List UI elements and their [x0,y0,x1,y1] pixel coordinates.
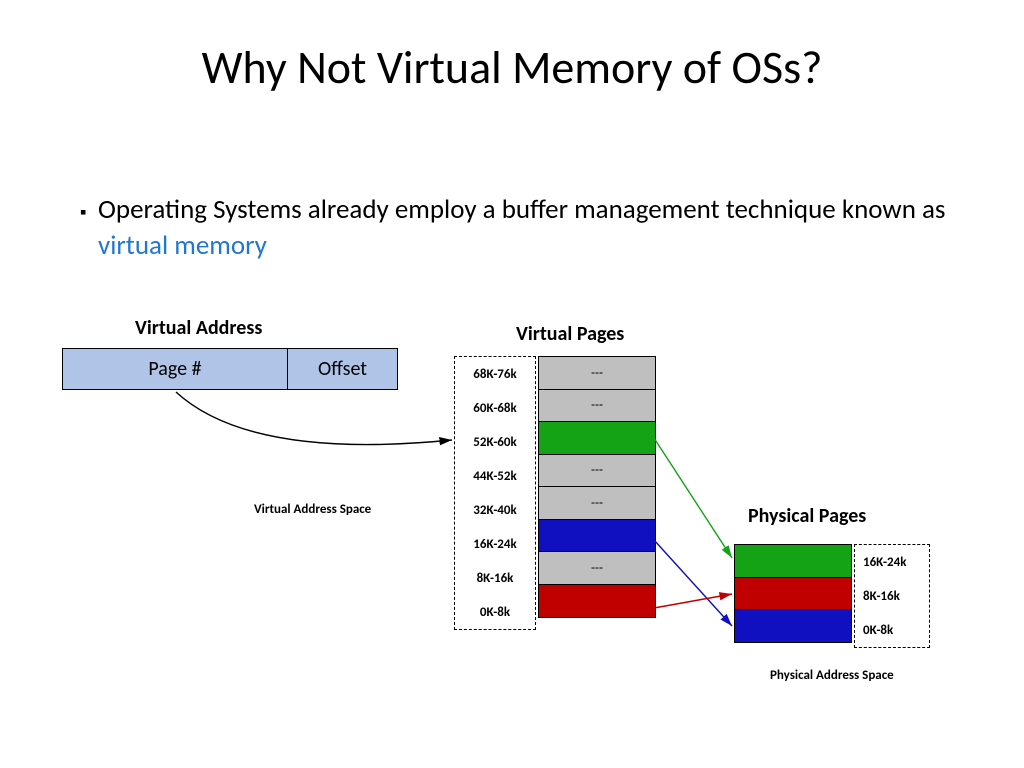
vp-row-label: 68K-76k [455,357,535,391]
slide-title: Why Not Virtual Memory of OSs? [0,40,1024,96]
vp-row-label: 44K-52k [455,459,535,493]
arrow-page-to-vp [176,392,452,445]
arrow-green [654,438,732,558]
vp-row-label: 16K-24k [455,527,535,561]
bullet-marker: ▪ [80,192,98,224]
bullet-text: Operating Systems already employ a buffe… [98,192,960,265]
pp-row-label: 8K-16k [855,579,929,613]
vp-row-box [538,421,656,455]
pp-row-label: 0K-8k [855,613,929,647]
physical-pages-container: 16K-24k8K-16k0K-8k [734,544,930,648]
physical-pages-boxes [734,544,852,648]
vp-row-label: 32K-40k [455,493,535,527]
virtual-address-space-label: Virtual Address Space [254,502,371,517]
pp-row-label: 16K-24k [855,545,929,579]
vp-row-label: 0K-8k [455,595,535,629]
vp-row-box: --- [538,356,656,390]
vp-row-box: --- [538,389,656,423]
bullet-highlight: virtual memory [98,229,267,262]
vp-row-box: --- [538,486,656,520]
vp-row-label: 52K-60k [455,425,535,459]
physical-pages-title: Physical Pages [748,504,866,528]
bullet-prefix: Operating Systems already employ a buffe… [98,193,946,226]
virtual-address-label: Virtual Address [135,316,262,340]
physical-address-space-label: Physical Address Space [770,668,894,683]
virtual-address-table: Page # Offset [62,348,398,390]
vp-row-box [538,584,656,618]
vp-row-box: --- [538,551,656,585]
virtual-pages-container: 68K-76k60K-68k52K-60k44K-52k32K-40k16K-2… [454,356,656,630]
physical-pages-labels: 16K-24k8K-16k0K-8k [854,544,930,648]
virtual-pages-title: Virtual Pages [516,322,624,346]
pp-row-box [734,544,852,578]
vp-row-box [538,519,656,553]
virtual-pages-labels: 68K-76k60K-68k52K-60k44K-52k32K-40k16K-2… [454,356,536,630]
pp-row-box [734,609,852,643]
bullet-item: ▪ Operating Systems already employ a buf… [80,192,960,265]
virtual-pages-boxes: --------------- [538,356,656,630]
arrow-blue [654,540,732,626]
pp-row-box [734,577,852,611]
vp-row-label: 60K-68k [455,391,535,425]
vp-row-label: 8K-16k [455,561,535,595]
va-offset-cell: Offset [288,348,398,390]
va-page-cell: Page # [62,348,288,390]
vp-row-box: --- [538,454,656,488]
arrow-red [654,594,732,608]
